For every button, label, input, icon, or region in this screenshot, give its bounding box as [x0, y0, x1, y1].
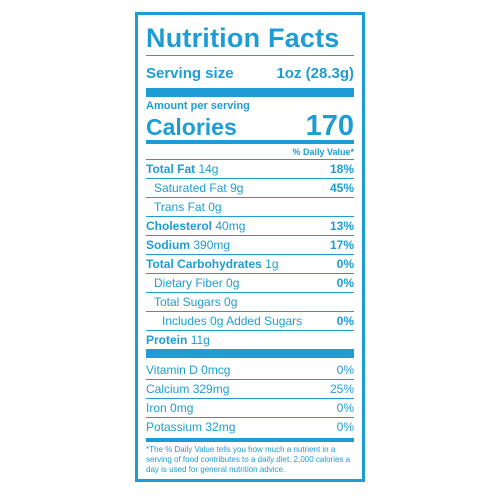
calories-label: Calories [146, 114, 237, 140]
nutrient-amount: 11g [190, 333, 210, 347]
nutrient-name: Saturated Fat [154, 181, 227, 195]
nutrient-amount: 40mg [215, 219, 246, 233]
divider-medium [146, 140, 354, 144]
nutrient-name: Total Fat [146, 162, 196, 176]
nutrient-dv: 17% [329, 238, 354, 252]
nutrient-name: Protein [146, 333, 188, 347]
vitamin-name: Calcium [146, 382, 190, 396]
daily-value-header: % Daily Value* [292, 147, 354, 157]
vitamin-row-calcium: Calcium 329mg 25% [146, 379, 354, 398]
vitamin-row-vitamin-d: Vitamin D 0mcg 0% [146, 361, 354, 379]
vitamin-name: Vitamin D [146, 363, 198, 377]
vitamin-amount: 0mcg [201, 363, 231, 377]
nutrient-row-trans-fat: Trans Fat 0g [146, 197, 354, 216]
nutrient-dv: 13% [329, 219, 354, 233]
vitamin-name: Potassium [146, 420, 203, 434]
nutrient-amount: 9g [230, 181, 244, 195]
serving-size-value: 1oz (28.3g) [276, 64, 354, 82]
nutrient-row-sodium: Sodium 390mg 17% [146, 235, 354, 254]
nutrient-amount: 14g [198, 162, 219, 176]
nutrient-amount: 0g [224, 295, 238, 309]
vitamin-row-iron: Iron 0mg 0% [146, 398, 354, 417]
nutrition-facts-label: Nutrition Facts Serving size 1oz (28.3g)… [135, 12, 365, 482]
nutrient-amount: 390mg [193, 238, 231, 252]
nutrient-amount: 0g Added Sugars [210, 314, 303, 328]
nutrient-dv: 0% [336, 314, 354, 328]
vitamin-dv: 0% [336, 420, 354, 434]
nutrient-row-protein: Protein 11g [146, 330, 354, 349]
vitamin-amount: 329mg [192, 382, 230, 396]
nutrient-name: Total Sugars [154, 295, 221, 309]
nutrient-name: Total Carbohydrates [146, 257, 262, 271]
nutrient-name: Trans Fat [154, 200, 205, 214]
vitamin-row-potassium: Potassium 32mg 0% [146, 417, 354, 436]
nutrient-name: Includes [162, 314, 207, 328]
nutrient-dv: 0% [336, 276, 354, 290]
vitamins-section: Vitamin D 0mcg 0% Calcium 329mg 25% Iron… [146, 358, 354, 436]
nutrient-row-total-sugars: Total Sugars 0g [146, 292, 354, 311]
nutrient-row-dietary-fiber: Dietary Fiber 0g 0% [146, 273, 354, 292]
nutrient-name: Dietary Fiber [154, 276, 223, 290]
nutrient-dv: 45% [329, 181, 354, 195]
vitamin-amount: 32mg [205, 420, 236, 434]
calories-value: 170 [305, 110, 354, 142]
nutrient-amount: 0g [226, 276, 240, 290]
nutrient-row-cholesterol: Cholesterol 40mg 13% [146, 216, 354, 235]
vitamin-name: Iron [146, 401, 167, 415]
calories-row: Calories 170 [146, 110, 354, 142]
nutrient-row-total-carbohydrates: Total Carbohydrates 1g 0% [146, 254, 354, 273]
nutrient-row-saturated-fat: Saturated Fat 9g 45% [146, 178, 354, 197]
vitamin-dv: 25% [329, 382, 354, 396]
divider-thick [146, 349, 354, 358]
divider-thick [146, 88, 354, 97]
nutrient-amount: 1g [265, 257, 279, 271]
amount-per-serving: Amount per serving [146, 100, 250, 112]
vitamin-dv: 0% [336, 401, 354, 415]
vitamin-amount: 0mg [170, 401, 194, 415]
nutrient-row-total-fat: Total Fat 14g 18% [146, 159, 354, 178]
serving-size-label: Serving size [146, 64, 234, 82]
nutrient-row-added-sugars: Includes 0g Added Sugars 0% [146, 311, 354, 330]
serving-size-row: Serving size 1oz (28.3g) [146, 58, 354, 88]
nutrient-dv: 18% [329, 162, 354, 176]
divider-medium [146, 438, 354, 442]
footnote: *The % Daily Value tells you how much a … [146, 445, 351, 474]
nutrient-amount: 0g [208, 200, 222, 214]
label-title: Nutrition Facts [146, 23, 340, 53]
nutrient-name: Cholesterol [146, 219, 213, 233]
nutrient-dv: 0% [336, 257, 354, 271]
nutrient-name: Sodium [146, 238, 190, 252]
vitamin-dv: 0% [336, 363, 354, 377]
divider [146, 55, 354, 56]
